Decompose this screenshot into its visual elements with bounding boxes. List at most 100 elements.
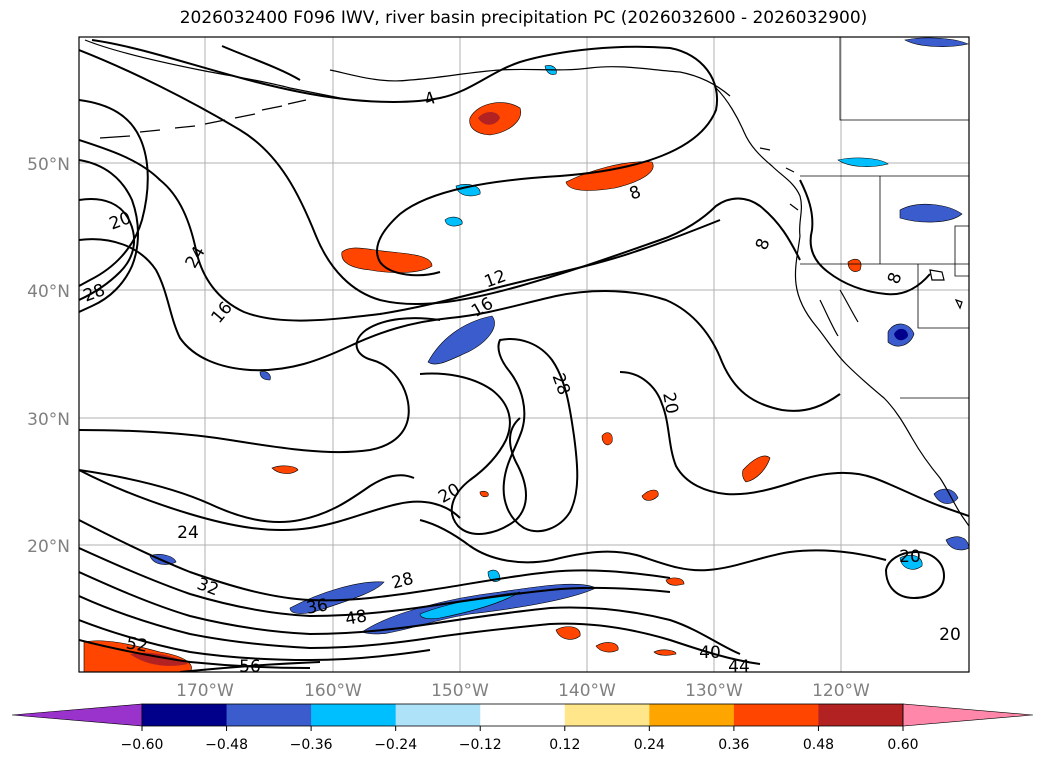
colorbar-tick-label: 0.60 [887,737,918,753]
state-border [917,264,969,329]
precip-blob [271,465,299,474]
map-title: 2026032400 F096 IWV, river basin precipi… [179,8,868,28]
precip-blob [847,258,862,272]
contour-label: 16 [208,298,237,327]
colorbar-bin [818,704,904,726]
iwv-contour-24 [79,469,415,523]
iwv-contour-28 [79,469,461,532]
lat-label-40: 40°N [27,282,70,302]
iwv-contour-28-loop [497,338,579,533]
colorbar-bin [564,704,650,726]
iwv-contour-16-west [79,198,136,301]
precip-blob [455,184,481,197]
iwv-contour-16 [79,238,841,412]
colorbar-bin [733,704,819,726]
precip-blob [565,161,654,191]
colorbar-bin [311,704,397,726]
precip-blob [444,216,463,227]
colorbar-ticks: −0.60 −0.48 −0.36 −0.24 −0.12 0.12 0.24 0.36 0.4… [121,726,919,753]
precip-blob [130,652,188,666]
colorbar-tick-label: −0.36 [290,737,333,753]
colorbar-bin [480,704,566,726]
colorbar-over-arrow [902,703,1034,727]
contour-label: 24 [182,243,210,272]
iwv-contours [79,39,969,672]
contour-label: 28 [548,371,574,398]
iwv-contour-24-west [79,159,139,313]
precip-blob [479,490,489,498]
iwv-contour-20-c [619,371,969,517]
colorbar-tick-label: −0.24 [374,737,417,753]
contour-label: 12 [482,266,509,292]
precip-blob [289,581,385,614]
precip-blob [837,157,889,167]
precip-blob [904,37,969,47]
colorbar-bin [649,704,735,726]
contour-label: 28 [390,569,416,594]
alaska-coast [84,39,731,101]
iwv-contour-36 [79,547,671,618]
precip-blob [595,642,619,653]
iwv-contour-48 [79,619,431,662]
colorbar-tick-label: 0.24 [634,737,665,753]
iwv-contour-24-b [419,519,887,572]
iwv-contour-56 [179,661,321,672]
inland-water [819,289,859,337]
contour-label: 40 [699,643,721,663]
bc-coast [715,87,803,237]
iwv-contour-20-b [419,372,527,535]
iwv-contour-20 [79,317,441,454]
precip-blob [478,112,500,125]
contour-label: 36 [305,595,330,618]
colorbar-tick-label: −0.48 [205,737,248,753]
contour-label: 8 [627,182,644,204]
contour-label: 8 [752,236,774,253]
colorbar-outline [141,703,904,727]
precip-blob [899,203,963,223]
contour-label: 20 [939,625,961,645]
colorbar-tick-label: 0.12 [549,737,580,753]
precip-anomaly-fill [83,37,969,672]
precip-blob [259,371,271,381]
precip-blob [894,328,908,341]
lon-label-140: 140°W [558,681,616,701]
state-border [954,225,969,277]
contour-label: 56 [239,657,261,677]
colorbar-bin [226,704,312,726]
coastlines [84,39,969,527]
precip-blob [933,488,959,504]
contour-label: 20 [899,547,921,567]
iwv-contour-20-d [884,550,946,600]
precip-blob [945,536,969,551]
aleutian-islands [99,99,307,139]
lat-label-50: 50°N [27,155,70,175]
contour-label: 28 [81,280,108,306]
political-boundaries [800,37,969,399]
precip-blob [341,247,433,273]
iwv-contour-8-right [799,179,931,296]
precip-blob [427,315,495,365]
us-west-coast [794,235,969,527]
province-border [839,37,969,121]
lon-label-170: 170°W [176,681,234,701]
lakes [929,269,963,310]
precip-blob [641,489,659,501]
precip-blob [742,455,771,483]
longitude-labels: 170°W 160°W 150°W 140°W 130°W 120°W [176,681,870,701]
map-frame [78,36,970,673]
lat-label-20: 20°N [27,537,70,557]
colorbar-tick-label: −0.60 [121,737,164,753]
iwv-contour-12 [79,139,721,322]
precip-blob [665,577,685,586]
precip-blob [555,626,581,640]
contour-label: 8 [884,270,906,287]
lon-label-120: 120°W [812,681,870,701]
lon-label-130: 130°W [685,681,743,701]
contour-label: 48 [344,606,369,629]
iwv-contour-4 [91,39,719,277]
lon-label-160: 160°W [304,681,362,701]
contour-label: 52 [124,633,149,656]
contour-label: 24 [177,523,199,543]
graticule [79,37,969,672]
